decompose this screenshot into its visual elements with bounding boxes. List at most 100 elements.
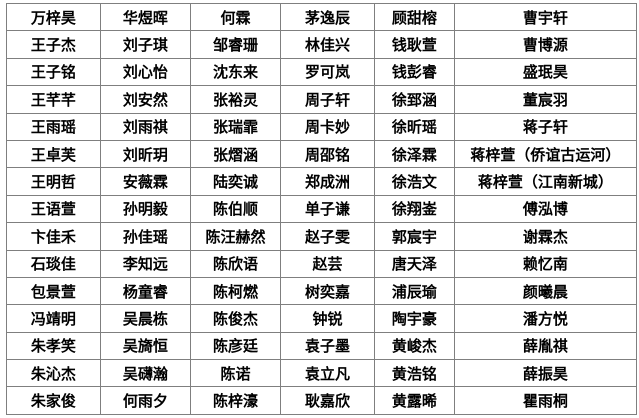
table-row: 王卓芙 刘昕玥 张熠涵 周邵铭 徐泽霖 蒋梓萱（侨谊古运河） xyxy=(6,139,638,169)
name-cell: 徐泽霖 xyxy=(373,139,455,169)
name-cell: 刘雨祺 xyxy=(99,112,191,141)
name-cell: 钟锐 xyxy=(280,304,375,333)
name-cell: 陈彦廷 xyxy=(189,331,282,361)
name-cell: 顾甜榕 xyxy=(373,2,455,32)
table-row: 包景萱 杨童睿 陈柯燃 树奕嘉 浦辰瑜 颜曦晨 xyxy=(6,276,638,306)
name-cell: 王明哲 xyxy=(6,167,101,196)
name-cell: 单子谦 xyxy=(280,194,375,224)
name-cell: 徐昕瑶 xyxy=(373,112,455,141)
name-cell: 万梓昊 xyxy=(6,2,101,32)
name-cell: 黄露晞 xyxy=(373,386,455,415)
name-cell: 王芊芊 xyxy=(6,85,101,114)
name-cell: 唐天泽 xyxy=(373,249,455,278)
name-cell: 王卓芙 xyxy=(6,139,101,169)
name-cell: 沈东来 xyxy=(189,57,282,87)
table-row: 万梓昊 华煜晖 何霖 茅逸辰 顾甜榕 曹宇轩 xyxy=(6,2,638,32)
name-cell: 谢霖杰 xyxy=(453,222,638,251)
name-cell: 包景萱 xyxy=(6,276,101,306)
name-cell: 刘昕玥 xyxy=(99,139,191,169)
name-cell: 傅泓博 xyxy=(453,194,638,224)
name-cell: 树奕嘉 xyxy=(280,276,375,306)
table-row: 朱孝笑 吴旖恒 陈彦廷 袁子墨 黄峻杰 薛胤祺 xyxy=(6,331,638,361)
name-cell: 周卡妙 xyxy=(280,112,375,141)
table-row: 冯靖明 吴晨栋 陈俊杰 钟锐 陶宇豪 潘方悦 xyxy=(6,304,638,333)
table-row: 石琰佳 李知远 陈欣语 赵芸 唐天泽 赖忆南 xyxy=(6,249,638,278)
name-cell: 安薇霖 xyxy=(99,167,191,196)
name-cell: 华煜晖 xyxy=(99,2,191,32)
name-cell: 刘心怡 xyxy=(99,57,191,87)
name-cell: 董宸羽 xyxy=(453,85,638,114)
name-cell: 吴礴瀚 xyxy=(99,359,191,388)
name-cell: 王雨瑶 xyxy=(6,112,101,141)
name-cell: 王子杰 xyxy=(6,30,101,59)
name-cell: 陆奕诚 xyxy=(189,167,282,196)
name-cell: 王语萱 xyxy=(6,194,101,224)
table-row: 卞佳禾 孙佳瑶 陈汪赫然 赵子雯 郭宸宇 谢霖杰 xyxy=(6,222,638,251)
name-cell: 黄峻杰 xyxy=(373,331,455,361)
name-cell: 邹睿珊 xyxy=(189,30,282,59)
name-cell: 赵芸 xyxy=(280,249,375,278)
name-cell: 朱家俊 xyxy=(6,386,101,415)
name-cell: 徐郅涵 xyxy=(373,85,455,114)
table-row: 王芊芊 刘安然 张裕灵 周子轩 徐郅涵 董宸羽 xyxy=(6,85,638,114)
name-cell: 罗可岚 xyxy=(280,57,375,87)
name-cell: 石琰佳 xyxy=(6,249,101,278)
name-cell: 袁立凡 xyxy=(280,359,375,388)
name-cell: 钱彭睿 xyxy=(373,57,455,87)
table-row: 王子铭 刘心怡 沈东来 罗可岚 钱彭睿 盛珉昊 xyxy=(6,57,638,87)
name-cell: 朱孝笑 xyxy=(6,331,101,361)
table-row: 朱沁杰 吴礴瀚 陈诺 袁立凡 黄浩铭 薛振昊 xyxy=(6,359,638,388)
name-cell: 黄浩铭 xyxy=(373,359,455,388)
name-cell: 蒋梓萱（江南新城） xyxy=(453,167,638,196)
name-cell: 赵子雯 xyxy=(280,222,375,251)
name-cell: 陈汪赫然 xyxy=(189,222,282,251)
name-cell: 曹博源 xyxy=(453,30,638,59)
name-cell: 刘安然 xyxy=(99,85,191,114)
name-cell: 何雨夕 xyxy=(99,386,191,415)
name-cell: 张瑞霏 xyxy=(189,112,282,141)
name-cell: 薛振昊 xyxy=(453,359,638,388)
name-cell: 陈诺 xyxy=(189,359,282,388)
name-cell: 茅逸辰 xyxy=(280,2,375,32)
name-cell: 陈柯燃 xyxy=(189,276,282,306)
name-cell: 薛胤祺 xyxy=(453,331,638,361)
name-cell: 袁子墨 xyxy=(280,331,375,361)
name-cell: 周邵铭 xyxy=(280,139,375,169)
name-cell: 钱耿萱 xyxy=(373,30,455,59)
name-cell: 曹宇轩 xyxy=(453,2,638,32)
name-cell: 李知远 xyxy=(99,249,191,278)
name-cell: 赖忆南 xyxy=(453,249,638,278)
name-cell: 陶宇豪 xyxy=(373,304,455,333)
name-cell: 潘方悦 xyxy=(453,304,638,333)
name-cell: 瞿雨桐 xyxy=(453,386,638,415)
name-cell: 卞佳禾 xyxy=(6,222,101,251)
table-row: 朱家俊 何雨夕 陈梓濠 耿嘉欣 黄露晞 瞿雨桐 xyxy=(6,386,638,415)
name-cell: 王子铭 xyxy=(6,57,101,87)
name-cell: 吴晨栋 xyxy=(99,304,191,333)
name-cell: 蒋梓萱（侨谊古运河） xyxy=(453,139,638,169)
table-row: 王明哲 安薇霖 陆奕诚 郑成洲 徐浩文 蒋梓萱（江南新城） xyxy=(6,167,638,196)
name-cell: 徐翔崟 xyxy=(373,194,455,224)
name-cell: 孙佳瑶 xyxy=(99,222,191,251)
name-cell: 孙明毅 xyxy=(99,194,191,224)
name-cell: 陈梓濠 xyxy=(189,386,282,415)
name-cell: 张熠涵 xyxy=(189,139,282,169)
name-cell: 陈伯顺 xyxy=(189,194,282,224)
name-cell: 郑成洲 xyxy=(280,167,375,196)
name-cell: 刘子琪 xyxy=(99,30,191,59)
name-cell: 冯靖明 xyxy=(6,304,101,333)
name-cell: 郭宸宇 xyxy=(373,222,455,251)
name-cell: 林佳兴 xyxy=(280,30,375,59)
table-row: 王语萱 孙明毅 陈伯顺 单子谦 徐翔崟 傅泓博 xyxy=(6,194,638,224)
name-table-body: 万梓昊 华煜晖 何霖 茅逸辰 顾甜榕 曹宇轩 王子杰 刘子琪 邹睿珊 林佳兴 钱耿萱 曹博源 王子铭 刘心… xyxy=(6,2,638,415)
table-row: 王子杰 刘子琪 邹睿珊 林佳兴 钱耿萱 曹博源 xyxy=(6,30,638,59)
name-cell: 杨童睿 xyxy=(99,276,191,306)
name-cell: 耿嘉欣 xyxy=(280,386,375,415)
name-cell: 浦辰瑜 xyxy=(373,276,455,306)
name-cell: 陈俊杰 xyxy=(189,304,282,333)
name-cell: 吴旖恒 xyxy=(99,331,191,361)
table-row: 王雨瑶 刘雨祺 张瑞霏 周卡妙 徐昕瑶 蒋子轩 xyxy=(6,112,638,141)
name-cell: 何霖 xyxy=(189,2,282,32)
name-cell: 徐浩文 xyxy=(373,167,455,196)
